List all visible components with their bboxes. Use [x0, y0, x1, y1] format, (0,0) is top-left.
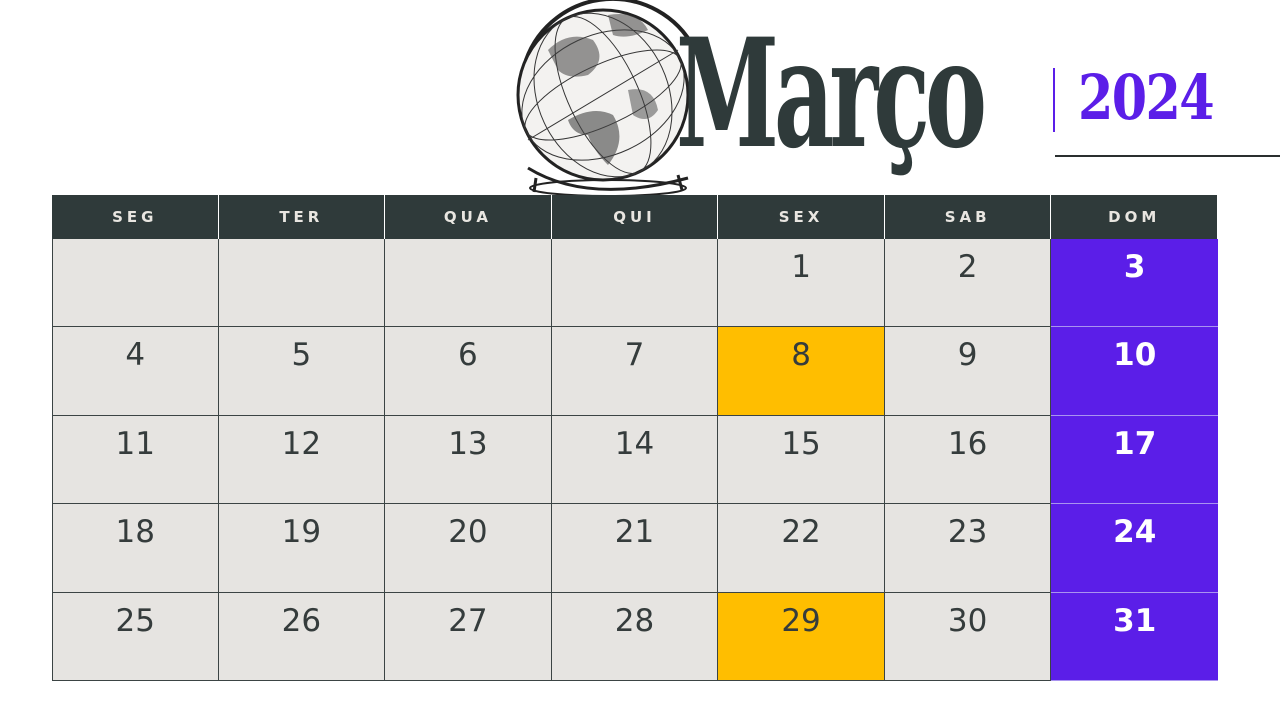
- day-cell[interactable]: 27: [385, 592, 552, 681]
- weekday-header-seg: SEG: [52, 195, 219, 239]
- day-number: 21: [614, 514, 655, 551]
- day-cell[interactable]: 1: [718, 239, 885, 328]
- day-cell[interactable]: 15: [718, 415, 885, 505]
- empty-day-cell: [52, 239, 219, 328]
- day-cell[interactable]: 17: [1051, 415, 1218, 505]
- day-number: 6: [458, 337, 478, 374]
- day-number: 29: [781, 602, 821, 639]
- day-number: 2: [957, 249, 978, 285]
- day-number: 7: [624, 337, 645, 374]
- title-underline: [1055, 155, 1280, 157]
- day-number: 15: [781, 425, 821, 462]
- day-cell[interactable]: 21: [551, 504, 719, 593]
- day-cell[interactable]: 31: [1051, 592, 1218, 681]
- empty-day-cell: [385, 239, 552, 328]
- day-number: 22: [781, 514, 821, 551]
- day-number: 11: [115, 425, 155, 462]
- day-cell[interactable]: 26: [218, 592, 386, 681]
- day-number: 3: [1123, 249, 1146, 285]
- day-cell[interactable]: 8: [718, 327, 885, 416]
- day-cell[interactable]: 16: [884, 415, 1052, 505]
- day-number: 28: [614, 602, 655, 639]
- year-title: 2024: [1078, 61, 1215, 134]
- day-cell[interactable]: 13: [385, 415, 552, 505]
- empty-day-cell: [551, 239, 719, 328]
- day-number: 20: [448, 514, 488, 551]
- day-cell[interactable]: 11: [52, 415, 219, 505]
- day-cell[interactable]: 18: [52, 504, 219, 593]
- day-cell[interactable]: 30: [884, 592, 1052, 681]
- day-cell[interactable]: 25: [52, 592, 219, 681]
- day-cell[interactable]: 6: [385, 327, 552, 416]
- day-number: 26: [281, 602, 322, 639]
- day-cell[interactable]: 29: [718, 592, 885, 681]
- day-cell[interactable]: 7: [551, 327, 719, 416]
- day-number: 23: [947, 514, 988, 551]
- day-number: 1: [791, 249, 811, 285]
- day-cell[interactable]: 5: [218, 327, 386, 416]
- day-number: 31: [1113, 602, 1157, 639]
- day-cell[interactable]: 4: [52, 327, 219, 416]
- day-number: 13: [448, 425, 488, 462]
- day-number: 8: [791, 337, 811, 374]
- day-cell[interactable]: 19: [218, 504, 386, 593]
- day-number: 17: [1113, 425, 1157, 462]
- calendar-grid: SEG TER QUA QUI SEX SAB DOM 1 2 3 4 5 6 7 8 9 10 11 12 13 14…: [52, 195, 1218, 681]
- weekday-header-dom: DOM: [1051, 195, 1218, 239]
- day-number: 12: [281, 425, 322, 462]
- day-cell[interactable]: 24: [1051, 504, 1218, 593]
- day-number: 25: [115, 602, 155, 639]
- day-number: 5: [291, 337, 312, 374]
- weekday-header-qui: QUI: [551, 195, 719, 239]
- weekday-header-ter: TER: [218, 195, 386, 239]
- weekday-header-qua: QUA: [385, 195, 552, 239]
- globe-icon: [516, 0, 696, 197]
- day-cell[interactable]: 22: [718, 504, 885, 593]
- day-number: 10: [1113, 337, 1157, 374]
- year-divider: [1053, 68, 1055, 132]
- day-number: 4: [125, 337, 146, 374]
- day-cell[interactable]: 10: [1051, 327, 1218, 416]
- day-cell[interactable]: 28: [551, 592, 719, 681]
- day-number: 19: [281, 514, 322, 551]
- empty-day-cell: [218, 239, 386, 328]
- day-number: 27: [448, 602, 488, 639]
- weekday-header-sab: SAB: [884, 195, 1052, 239]
- month-title: Março: [676, 6, 987, 182]
- day-number: 24: [1113, 514, 1157, 551]
- day-number: 16: [947, 425, 988, 462]
- day-cell[interactable]: 9: [884, 327, 1052, 416]
- weekday-header-sex: SEX: [718, 195, 885, 239]
- day-cell[interactable]: 14: [551, 415, 719, 505]
- day-number: 14: [614, 425, 655, 462]
- day-number: 30: [947, 602, 988, 639]
- day-cell[interactable]: 3: [1051, 239, 1218, 328]
- day-cell[interactable]: 2: [884, 239, 1052, 328]
- day-number: 18: [115, 514, 155, 551]
- day-number: 9: [957, 337, 978, 374]
- day-cell[interactable]: 12: [218, 415, 386, 505]
- day-cell[interactable]: 20: [385, 504, 552, 593]
- day-cell[interactable]: 23: [884, 504, 1052, 593]
